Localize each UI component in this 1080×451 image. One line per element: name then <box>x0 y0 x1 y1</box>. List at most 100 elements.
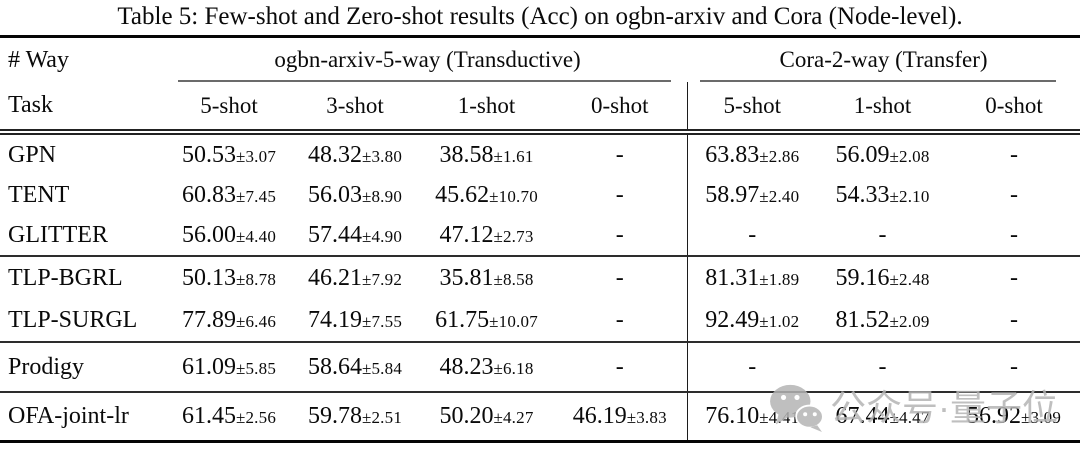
value-cell: - <box>553 132 687 175</box>
value-cell: 61.75±10.07 <box>420 299 553 342</box>
row-header-task: GPN <box>8 141 57 168</box>
group-header-cora: Cora-2-way (Transfer) <box>687 37 1080 82</box>
table-row: Prodigy 61.09±5.85 58.64±5.84 48.23±6.18- - -… <box>0 342 1080 392</box>
value-cell: 56.92±3.09 <box>948 392 1080 442</box>
value-cell: 45.62±10.70 <box>420 175 553 215</box>
std-value: ±7.55 <box>361 311 403 331</box>
score-value: 57.44 <box>307 221 362 248</box>
std-value: ±4.40 <box>235 226 277 246</box>
col-header-1shot: 1-shot <box>420 82 553 135</box>
score-value: 50.53 <box>181 141 236 168</box>
score-value: 56.00 <box>181 221 236 248</box>
value-cell: 46.21±7.92 <box>290 256 420 299</box>
col-header-cora-1shot: 1-shot <box>817 82 949 135</box>
std-value: ±10.07 <box>489 311 538 331</box>
std-value: ±4.90 <box>361 226 403 246</box>
std-value: ±1.61 <box>493 146 534 166</box>
value-cell: - <box>948 175 1080 215</box>
row-header-task: TLP-SURGL <box>8 306 138 333</box>
score-value: - <box>748 353 757 380</box>
way-label: # Way <box>8 46 69 73</box>
std-value: ±2.09 <box>889 311 930 331</box>
score-value: - <box>1010 264 1019 291</box>
score-value: - <box>748 221 757 248</box>
std-value: ±1.89 <box>759 269 800 289</box>
value-cell: 60.83±7.45 <box>168 175 290 215</box>
std-value: ±6.46 <box>235 311 277 331</box>
table-row: TLP-SURGL 77.89±6.46 74.19±7.55 61.75±10.07… <box>0 299 1080 342</box>
score-value: - <box>878 221 887 248</box>
rule-under-group1 <box>178 80 672 82</box>
std-value: ±7.92 <box>361 269 403 289</box>
value-cell: - <box>553 342 687 392</box>
score-value: - <box>615 141 624 168</box>
score-value: 61.75 <box>435 306 490 333</box>
col-header-cora-5shot: 5-shot <box>686 82 818 135</box>
value-cell: 63.83±2.86 <box>686 132 818 175</box>
value-cell: - <box>817 342 948 392</box>
score-value: 58.97 <box>705 181 760 208</box>
std-value: ±10.70 <box>489 186 538 206</box>
value-cell: - <box>948 256 1080 299</box>
score-value: 77.89 <box>181 306 236 333</box>
score-value: 56.92 <box>966 403 1021 429</box>
row-header-task: TLP-BGRL <box>8 264 123 291</box>
value-cell: - <box>948 215 1080 256</box>
score-value: 92.49 <box>705 306 760 333</box>
value-cell: 56.03±8.90 <box>290 175 420 215</box>
value-cell: 35.81±8.58 <box>420 256 553 299</box>
table-row: GLITTER 56.00±4.40 57.44±4.90 47.12±2.73- - -… <box>0 215 1080 256</box>
value-cell: 54.33±2.10 <box>817 175 948 215</box>
value-cell: - <box>553 175 687 215</box>
std-value: ±8.90 <box>361 186 403 206</box>
score-value: 47.12 <box>439 221 494 248</box>
table-head: # Way ogbn-arxiv-5-way (Transductive) Co… <box>0 37 1080 135</box>
row-group-baselines: GPN 50.53±3.07 48.32±3.80 38.58±1.61-63.83±… <box>0 132 1080 256</box>
score-value: - <box>615 353 624 380</box>
score-value: 81.52 <box>835 306 890 333</box>
score-value: - <box>615 306 624 333</box>
std-value: ±4.27 <box>493 408 534 427</box>
value-cell: - <box>817 215 948 256</box>
value-cell: 58.97±2.40 <box>686 175 818 215</box>
shot-header-row: Task 5-shot 3-shot 1-shot 0-shot 5-shot … <box>0 82 1080 135</box>
row-group-prodigy: Prodigy 61.09±5.85 58.64±5.84 48.23±6.18- - -… <box>0 342 1080 392</box>
score-value: 45.62 <box>435 181 490 208</box>
value-cell: 47.12±2.73 <box>420 215 553 256</box>
score-value: 46.21 <box>307 264 362 291</box>
score-value: 50.13 <box>181 264 236 291</box>
value-cell: 46.19±3.83 <box>553 392 687 442</box>
row-header-task: TENT <box>8 181 70 208</box>
value-cell: 59.16±2.48 <box>817 256 948 299</box>
std-value: ±3.07 <box>235 146 277 166</box>
value-cell: - <box>553 256 687 299</box>
std-value: ±2.48 <box>889 269 930 289</box>
value-cell: 56.09±2.08 <box>817 132 948 175</box>
score-value: 50.20 <box>439 403 494 429</box>
value-cell: - <box>553 215 687 256</box>
group-header-ogbn-arxiv: ogbn-arxiv-5-way (Transductive) <box>168 37 687 82</box>
std-value: ±7.45 <box>235 186 277 206</box>
value-cell: - <box>686 342 818 392</box>
value-cell: 57.44±4.90 <box>290 215 420 256</box>
table-row: TENT 60.83±7.45 56.03±8.90 45.62±10.70-58.9… <box>0 175 1080 215</box>
row-header-task: GLITTER <box>8 221 108 248</box>
value-cell: 38.58±1.61 <box>420 132 553 175</box>
value-cell: 67.44±4.47 <box>817 392 948 442</box>
value-cell: 59.78±2.51 <box>290 392 420 442</box>
value-cell: - <box>948 132 1080 175</box>
col-header-5shot: 5-shot <box>168 82 290 135</box>
score-value: - <box>1010 221 1019 248</box>
value-cell: 92.49±1.02 <box>686 299 818 342</box>
value-cell: 61.45±2.56 <box>168 392 290 442</box>
score-value: 76.10 <box>705 403 760 429</box>
score-value: 63.83 <box>705 141 760 168</box>
score-value: - <box>1010 141 1019 168</box>
score-value: - <box>1010 353 1019 380</box>
score-value: - <box>615 181 624 208</box>
value-cell: - <box>948 342 1080 392</box>
row-group-tlp: TLP-BGRL 50.13±8.78 46.21±7.92 35.81±8.58-8… <box>0 256 1080 342</box>
value-cell: 50.20±4.27 <box>420 392 553 442</box>
std-value: ±2.10 <box>889 186 930 206</box>
score-value: 54.33 <box>835 181 890 208</box>
